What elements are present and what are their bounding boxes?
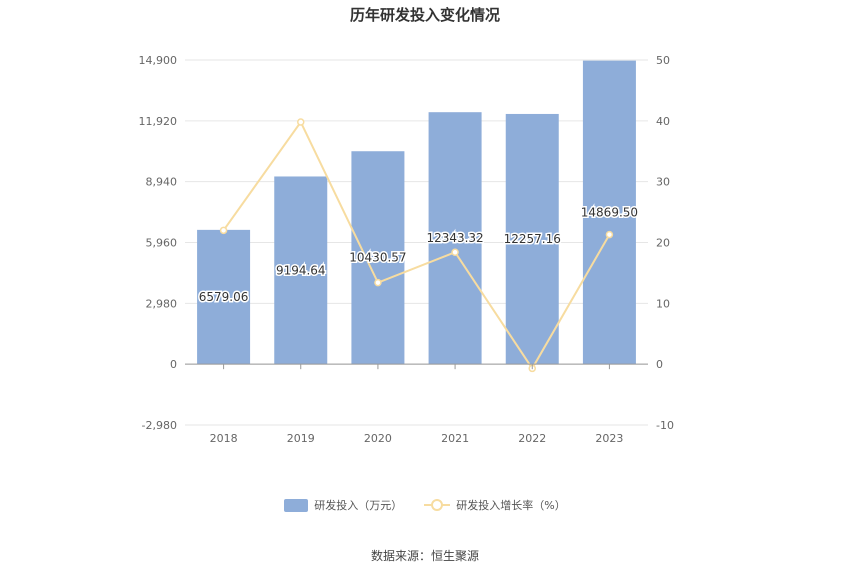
grid-lines (185, 59, 648, 426)
y-right-tick-label: 50 (656, 54, 670, 67)
growth-point (451, 248, 459, 256)
y-right-tick-label: 0 (656, 358, 663, 371)
bar (582, 60, 636, 365)
x-tick-label: 2019 (287, 432, 315, 445)
y-left-tick-label: -2,980 (142, 419, 177, 432)
y-right-tick-label: 40 (656, 115, 670, 128)
y-left-tick-label: 0 (170, 358, 177, 371)
legend-swatch-bar (284, 498, 309, 512)
growth-point (374, 278, 382, 287)
x-tick-label: 2023 (595, 432, 623, 445)
chart-title: 历年研发投入变化情况 (349, 6, 500, 24)
axes: -2,980 -10 0 0 2,980 10 5,960 20 8,940 30 11,920 40… (139, 54, 674, 445)
combo-chart: 6579.06 9194.64 10430.57 12343.32 12257.16 14… (139, 54, 674, 445)
x-tick-label: 2018 (210, 432, 238, 445)
bar-series (197, 60, 636, 365)
legend: 研发投入（万元） 研发投入增长率（%） (0, 497, 850, 513)
x-tick-label: 2022 (518, 432, 546, 445)
legend-label: 研发投入增长率（%） (456, 499, 566, 512)
bar-data-label: 12257.16 (504, 232, 561, 246)
bar (428, 112, 482, 365)
bar-data-label: 9194.64 (276, 263, 326, 277)
bar (197, 229, 251, 365)
bar-data-label: 10430.57 (349, 251, 406, 265)
y-left-tick-label: 8,940 (146, 176, 178, 189)
y-right-tick-label: -10 (656, 419, 674, 432)
data-source-note: 数据来源：恒生聚源 (370, 549, 479, 563)
bar (274, 176, 328, 365)
y-right-tick-label: 20 (656, 237, 670, 250)
growth-point (605, 230, 614, 239)
y-right-tick-label: 30 (656, 176, 670, 189)
legend-item-growth-rate[interactable]: 研发投入增长率（%） (424, 497, 566, 513)
growth-line (222, 120, 611, 371)
y-left-tick-label: 2,980 (146, 297, 178, 310)
bar (351, 151, 405, 365)
y-left-tick-label: 5,960 (146, 237, 178, 250)
bar-data-label: 14869.50 (581, 205, 638, 219)
y-right-tick-label: 10 (656, 297, 670, 310)
y-left-tick-label: 14,900 (139, 54, 178, 67)
growth-point (219, 226, 228, 235)
bar-data-labels: 6579.06 9194.64 10430.57 12343.32 12257.16 14… (197, 204, 639, 306)
y-left-tick-label: 11,920 (139, 115, 178, 128)
legend-label: 研发投入（万元） (314, 499, 403, 512)
bar-data-label: 6579.06 (199, 290, 249, 304)
x-tick-label: 2020 (364, 432, 392, 445)
legend-swatch-line (424, 498, 451, 512)
legend-item-rd-investment[interactable]: 研发投入（万元） (284, 497, 402, 513)
bar (505, 113, 559, 365)
growth-point (297, 118, 305, 126)
line-series (219, 118, 614, 373)
x-tick-label: 2021 (441, 432, 469, 445)
bar-data-label: 12343.32 (426, 231, 483, 245)
